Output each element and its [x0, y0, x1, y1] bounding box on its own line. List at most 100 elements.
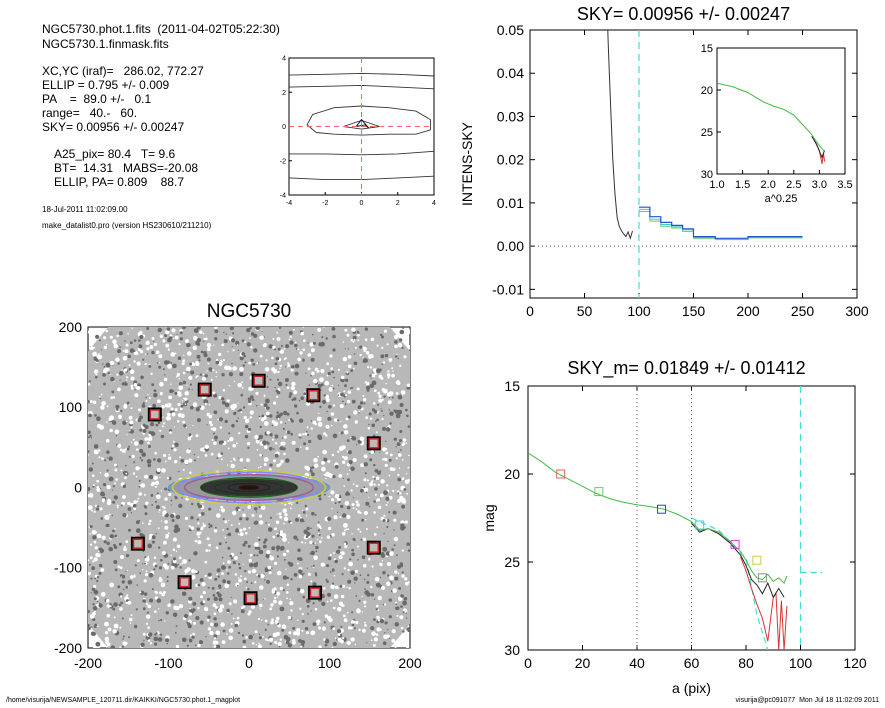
image-noise-dot	[240, 411, 243, 414]
image-noise-dot	[405, 581, 409, 586]
image-noise-dot	[366, 479, 369, 482]
image-noise-dot	[320, 562, 325, 567]
image-noise-dot	[285, 458, 290, 463]
image-noise-dot	[263, 394, 266, 396]
image-noise-dot	[276, 570, 282, 576]
image-noise-dot	[362, 356, 364, 358]
image-noise-dot	[312, 542, 315, 545]
image-noise-dot	[123, 547, 127, 551]
image-noise-dot	[285, 640, 290, 645]
sky-box-marker	[245, 592, 256, 604]
image-noise-dot	[351, 533, 353, 535]
image-noise-dot	[98, 571, 102, 575]
a25-line: A25_pix= 80.4 T= 9.6	[54, 147, 176, 161]
image-noise-dot	[114, 534, 118, 538]
image-noise-dot	[109, 582, 114, 588]
image-noise-dot	[350, 436, 352, 439]
image-noise-dot	[370, 626, 375, 631]
image-noise-dot	[100, 568, 105, 572]
image-noise-dot	[306, 631, 310, 635]
image-noise-dot	[395, 392, 399, 395]
image-noise-dot	[115, 478, 118, 481]
image-noise-dot	[202, 332, 205, 335]
image-noise-dot	[296, 562, 299, 565]
image-noise-dot	[215, 526, 217, 529]
image-noise-dot	[395, 446, 397, 448]
image-noise-dot	[115, 435, 118, 437]
image-noise-dot	[190, 370, 195, 375]
image-noise-dot	[170, 554, 172, 557]
image-noise-dot	[116, 373, 119, 376]
image-noise-dot	[338, 601, 344, 606]
image-noise-dot	[142, 550, 145, 553]
image-noise-dot	[239, 372, 244, 377]
inset-y-label: 30	[701, 169, 713, 181]
image-noise-dot	[334, 418, 338, 422]
image-noise-dot	[231, 423, 235, 428]
image-noise-dot	[179, 566, 182, 569]
image-noise-dot	[159, 591, 162, 595]
image-noise-dot	[364, 472, 367, 475]
image-noise-dot	[184, 459, 189, 465]
image-noise-dot	[222, 529, 225, 531]
image-noise-dot	[199, 330, 203, 334]
image-noise-dot	[254, 546, 259, 550]
image-noise-dot	[212, 369, 215, 372]
image-noise-dot	[249, 416, 253, 419]
image-noise-dot	[245, 586, 248, 589]
image-noise-dot	[270, 603, 274, 607]
image-noise-dot	[300, 640, 306, 645]
image-noise-dot	[248, 526, 251, 529]
image-noise-dot	[303, 520, 305, 523]
image-noise-dot	[288, 542, 290, 544]
image-noise-dot	[94, 414, 97, 417]
sky-y-label: 0.00	[497, 238, 524, 254]
image-noise-dot	[398, 587, 402, 590]
image-noise-dot	[101, 349, 103, 351]
image-noise-dot	[221, 572, 224, 575]
inset-black-line	[811, 135, 825, 159]
image-noise-dot	[263, 336, 265, 338]
image-noise-dot	[109, 534, 115, 539]
sky-box-marker	[132, 538, 144, 549]
image-noise-dot	[185, 426, 188, 429]
image-noise-dot	[333, 552, 335, 554]
image-noise-dot	[347, 364, 352, 369]
image-noise-dot	[257, 536, 260, 539]
image-noise-dot	[166, 360, 170, 364]
image-noise-dot	[239, 528, 243, 532]
image-noise-dot	[203, 337, 207, 341]
image-noise-dot	[244, 361, 247, 364]
image-field	[88, 327, 410, 648]
inset-x-label: 1.5	[735, 179, 750, 191]
image-noise-dot	[334, 502, 337, 505]
image-noise-dot	[375, 633, 379, 636]
image-noise-dot	[368, 557, 371, 560]
image-noise-dot	[125, 376, 129, 379]
image-noise-dot	[243, 415, 247, 420]
image-noise-dot	[98, 563, 103, 568]
image-noise-dot	[265, 411, 270, 416]
image-noise-dot	[349, 558, 352, 561]
image-noise-dot	[388, 409, 391, 411]
image-noise-dot	[324, 643, 328, 647]
image-noise-dot	[200, 527, 204, 531]
image-noise-dot	[155, 591, 159, 594]
image-noise-dot	[312, 602, 315, 605]
image-noise-dot	[202, 600, 206, 604]
image-noise-dot	[239, 367, 244, 372]
image-noise-dot	[174, 632, 177, 634]
image-noise-dot	[399, 439, 402, 442]
image-noise-dot	[182, 559, 188, 564]
image-noise-dot	[279, 606, 285, 612]
image-noise-dot	[110, 396, 114, 400]
image-noise-dot	[306, 526, 310, 531]
image-noise-dot	[198, 359, 201, 362]
image-noise-dot	[213, 529, 218, 533]
image-noise-dot	[388, 495, 393, 500]
image-noise-dot	[126, 447, 130, 451]
image-noise-dot	[238, 578, 243, 583]
image-noise-dot	[253, 507, 258, 511]
image-noise-dot	[125, 472, 128, 475]
